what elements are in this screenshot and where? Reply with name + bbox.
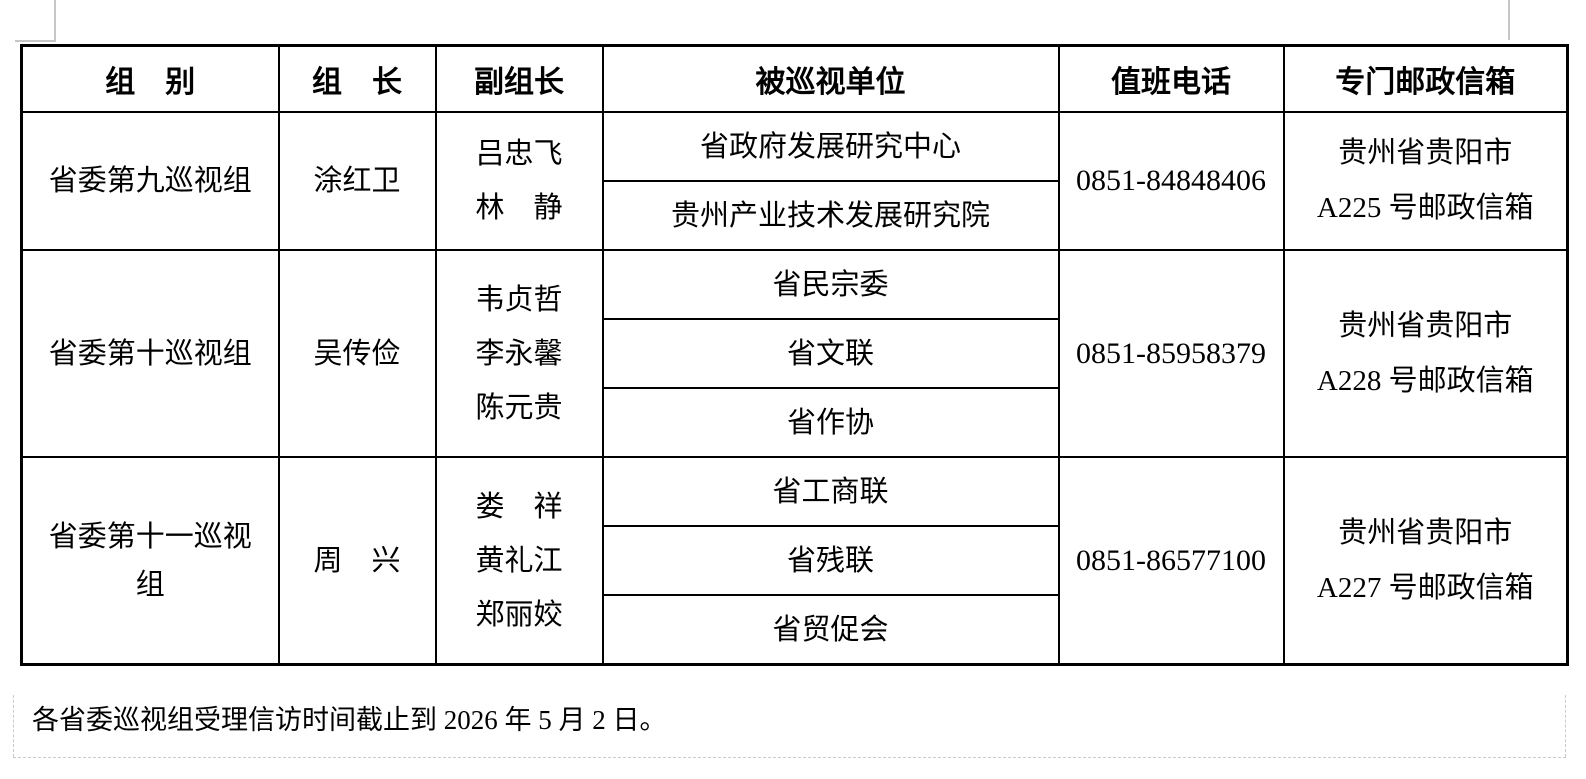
mailbox-line: A225 号邮政信箱	[1316, 192, 1534, 224]
table-row: 省残联	[22, 525, 1568, 596]
unit-cell: 省贸促会	[601, 594, 1060, 666]
mailbox-cell: 贵州省贵阳市 A227 号邮政信箱	[1282, 456, 1569, 666]
mailbox-line: 贵州省贵阳市	[1338, 516, 1513, 549]
deputy-name: 韦贞哲	[475, 283, 563, 316]
table-row: 贵州产业技术发展研究院	[22, 180, 1568, 251]
margin-mark-vertical-right	[1508, 0, 1510, 40]
deputy-name: 郑丽姣	[475, 598, 563, 631]
deputy-name: 林 静	[475, 192, 563, 224]
table-row: 省委第十一巡视组 周 兴 娄 祥 黄礼江 郑丽姣 省工商联 0851-86577…	[20, 456, 1569, 666]
deputies-cell: 吕忠飞 林 静	[434, 111, 604, 251]
text-boundary-left	[13, 695, 14, 757]
mailbox-line: A227 号邮政信箱	[1316, 571, 1534, 604]
deputy-name: 黄礼江	[475, 544, 563, 577]
margin-mark-horizontal-left	[15, 40, 56, 42]
leader-cell: 周 兴	[277, 456, 437, 666]
table-row: 省委第十巡视组 吴传俭 韦贞哲 李永馨 陈元贵 省民宗委 0851-859583…	[20, 249, 1569, 458]
text-boundary-right	[1565, 695, 1566, 757]
deputy-name: 李永馨	[475, 337, 563, 370]
inspection-groups-table: 组 别 组 长 副组长 被巡视单位 值班电话 专门邮政信箱 省委第九巡视组 涂红…	[20, 44, 1569, 666]
phone-cell: 0851-86577100	[1057, 456, 1285, 666]
header-leader: 组 长	[277, 44, 437, 113]
header-row: 组 别 组 长 副组长 被巡视单位 值班电话 专门邮政信箱	[20, 44, 1569, 113]
text-boundary-bottom	[13, 757, 1566, 758]
header-deputy: 副组长	[434, 44, 604, 113]
unit-cell: 省文联	[601, 318, 1060, 389]
table-row: 省贸促会	[22, 594, 1568, 666]
deputy-name-list: 娄 祥 黄礼江 郑丽姣	[475, 480, 562, 642]
deputies-cell: 娄 祥 黄礼江 郑丽姣	[434, 456, 604, 666]
unit-cell: 省政府发展研究中心	[601, 111, 1060, 182]
unit-cell: 省民宗委	[601, 249, 1060, 320]
leader-cell: 吴传俭	[277, 249, 437, 458]
phone-cell: 0851-85958379	[1057, 249, 1285, 458]
mailbox-cell: 贵州省贵阳市 A228 号邮政信箱	[1282, 249, 1569, 458]
mailbox-cell: 贵州省贵阳市 A225 号邮政信箱	[1282, 111, 1569, 251]
unit-cell: 贵州产业技术发展研究院	[601, 180, 1060, 251]
phone-cell: 0851-84848406	[1057, 111, 1285, 251]
header-phone: 值班电话	[1057, 44, 1285, 113]
header-mailbox: 专门邮政信箱	[1282, 44, 1569, 113]
unit-cell: 省作协	[601, 387, 1060, 458]
mailbox-line: 贵州省贵阳市	[1338, 137, 1513, 169]
table-row: 省文联	[22, 318, 1568, 389]
group-name-cell: 省委第十一巡视组	[20, 456, 280, 666]
deputy-name: 陈元贵	[475, 391, 563, 424]
group-name-cell: 省委第十巡视组	[20, 249, 280, 458]
table-row: 省委第九巡视组 涂红卫 吕忠飞 林 静 省政府发展研究中心 0851-84848…	[20, 111, 1569, 251]
deputy-name-list: 吕忠飞 林 静	[475, 127, 562, 235]
unit-cell: 省残联	[601, 525, 1060, 596]
table-row: 省作协	[22, 387, 1568, 458]
header-units: 被巡视单位	[601, 44, 1060, 113]
deputies-cell: 韦贞哲 李永馨 陈元贵	[434, 249, 604, 458]
deputy-name-list: 韦贞哲 李永馨 陈元贵	[475, 273, 562, 435]
leader-cell: 涂红卫	[277, 111, 437, 251]
unit-cell: 省工商联	[601, 456, 1060, 527]
mailbox-line: A228 号邮政信箱	[1316, 364, 1534, 397]
deputy-name: 吕忠飞	[475, 138, 563, 170]
footnote-text: 各省委巡视组受理信访时间截止到 2026 年 5 月 2 日。	[32, 705, 667, 735]
margin-mark-vertical-left	[54, 0, 56, 40]
deputy-name: 娄 祥	[475, 490, 563, 523]
group-name-cell: 省委第九巡视组	[20, 111, 280, 251]
header-group: 组 别	[20, 44, 280, 113]
mailbox-line: 贵州省贵阳市	[1338, 309, 1513, 342]
